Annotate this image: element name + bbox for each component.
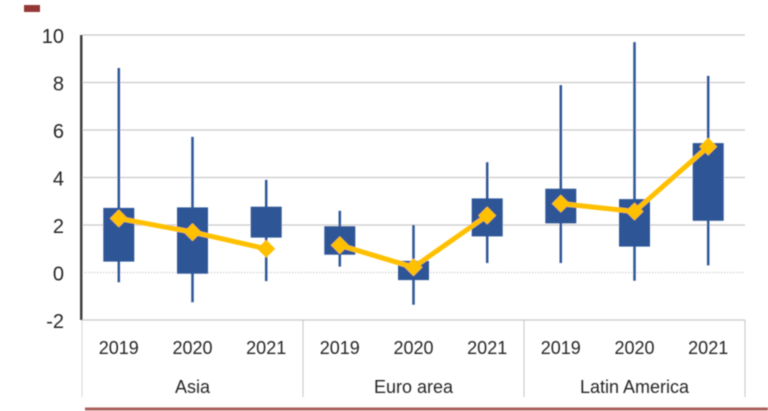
svg-text:4: 4 (53, 169, 64, 191)
svg-text:Asia: Asia (175, 377, 211, 397)
svg-text:6: 6 (53, 121, 64, 143)
svg-text:Euro area: Euro area (374, 377, 454, 397)
svg-text:0: 0 (53, 264, 64, 286)
svg-text:2021: 2021 (246, 338, 286, 358)
svg-text:8: 8 (53, 74, 64, 96)
svg-text:10: 10 (42, 26, 64, 48)
svg-text:2019: 2019 (541, 338, 581, 358)
svg-text:2: 2 (53, 216, 64, 238)
svg-text:2020: 2020 (614, 338, 654, 358)
svg-text:2021: 2021 (688, 338, 728, 358)
svg-text:2020: 2020 (393, 338, 433, 358)
svg-text:-2: -2 (46, 311, 64, 333)
svg-text:2019: 2019 (99, 338, 139, 358)
svg-text:2019: 2019 (320, 338, 360, 358)
svg-text:2021: 2021 (467, 338, 507, 358)
svg-text:Latin America: Latin America (580, 377, 690, 397)
svg-text:2020: 2020 (172, 338, 212, 358)
